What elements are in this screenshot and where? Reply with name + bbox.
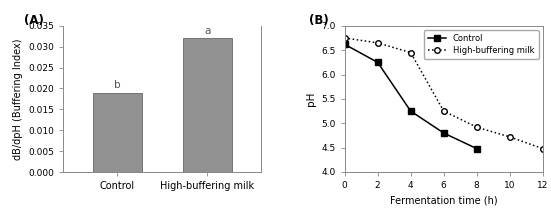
X-axis label: Fermentation time (h): Fermentation time (h): [390, 196, 498, 206]
Y-axis label: pH: pH: [306, 92, 316, 106]
High-buffering milk: [374, 41, 381, 44]
Text: (A): (A): [24, 14, 44, 27]
High-buffering milk: [473, 126, 480, 128]
Text: (B): (B): [309, 14, 329, 27]
Y-axis label: dB/dpH (Buffering Index): dB/dpH (Buffering Index): [13, 38, 23, 160]
Legend: Control, High-buffering milk: Control, High-buffering milk: [424, 30, 538, 59]
Control: [440, 132, 447, 134]
Text: a: a: [204, 26, 210, 36]
Control: [473, 147, 480, 150]
Line: High-buffering milk: High-buffering milk: [342, 35, 545, 151]
High-buffering milk: [506, 136, 513, 138]
Control: [341, 43, 348, 46]
High-buffering milk: [407, 51, 414, 54]
Control: [407, 110, 414, 112]
Line: Control: Control: [342, 41, 479, 151]
Bar: [93, 93, 142, 172]
High-buffering milk: [440, 110, 447, 112]
Bar: [183, 38, 232, 172]
High-buffering milk: [341, 37, 348, 39]
Control: [374, 61, 381, 64]
High-buffering milk: [539, 147, 546, 150]
Text: b: b: [114, 80, 121, 90]
